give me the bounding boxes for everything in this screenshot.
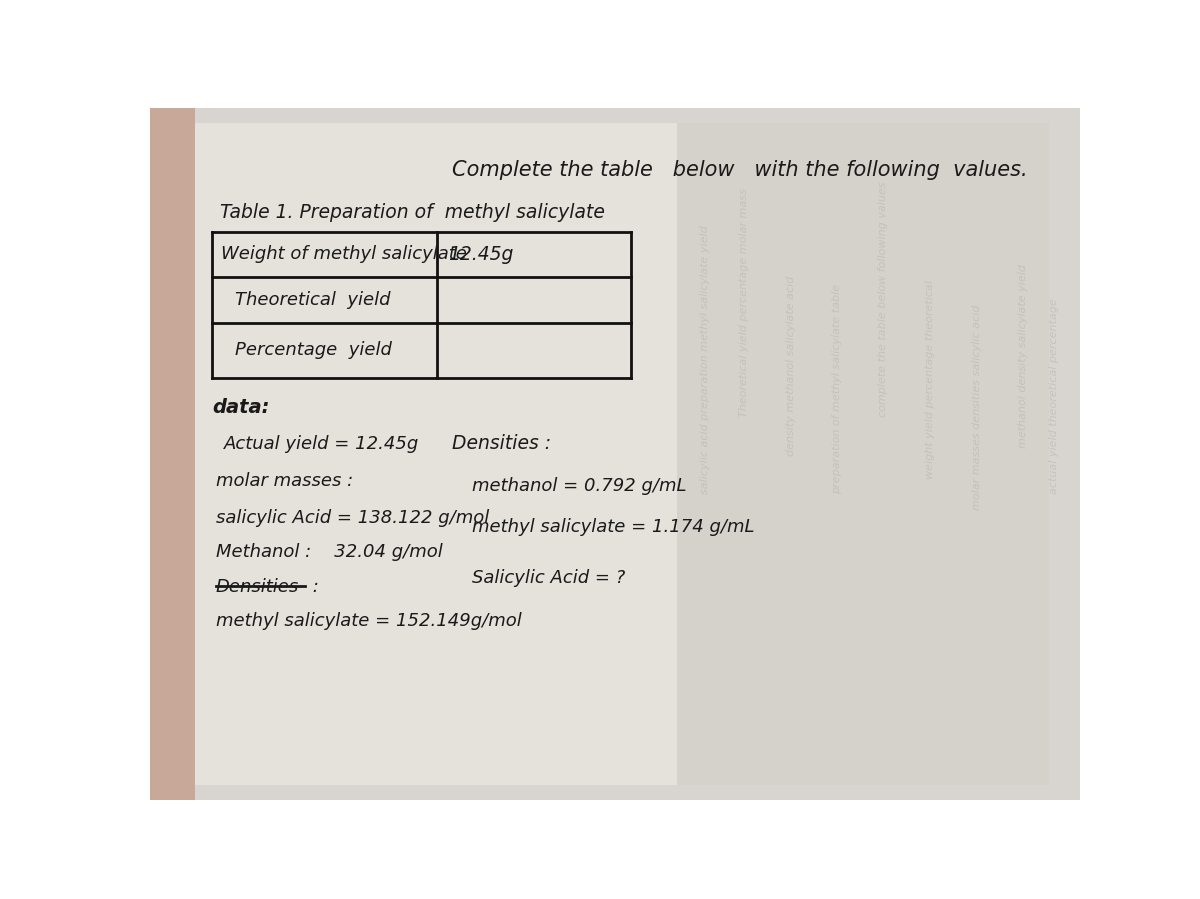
Text: salicylic acid preparation methyl salicylate yield: salicylic acid preparation methyl salicy…: [701, 226, 710, 494]
Text: Actual yield = 12.45g: Actual yield = 12.45g: [223, 435, 419, 453]
Text: molar masses densities salicylic acid: molar masses densities salicylic acid: [972, 304, 982, 510]
Text: molar masses :: molar masses :: [216, 472, 353, 490]
Text: methyl salicylate = 152.149g/mol: methyl salicylate = 152.149g/mol: [216, 612, 522, 630]
Text: Weight of methyl salicylate: Weight of methyl salicylate: [221, 245, 467, 263]
Text: weight yield percentage theoretical: weight yield percentage theoretical: [925, 280, 935, 478]
Text: Theoretical  yield: Theoretical yield: [235, 290, 391, 308]
Text: density methanol salicylate acid: density methanol salicylate acid: [786, 275, 796, 456]
Text: Densities: Densities: [216, 578, 299, 596]
Text: Percentage  yield: Percentage yield: [235, 342, 392, 360]
Text: Complete the table   below   with the following  values.: Complete the table below with the follow…: [452, 160, 1028, 181]
Text: Salicylic Acid = ?: Salicylic Acid = ?: [472, 569, 625, 587]
Text: preparation of methyl salicylate table: preparation of methyl salicylate table: [832, 284, 842, 494]
Text: :: :: [306, 578, 318, 596]
Text: methyl salicylate = 1.174 g/mL: methyl salicylate = 1.174 g/mL: [472, 518, 754, 536]
Text: data:: data:: [212, 398, 269, 417]
Text: complete the table below following values: complete the table below following value…: [878, 182, 888, 417]
Text: methanol density salicylate yield: methanol density salicylate yield: [1018, 264, 1028, 448]
Bar: [150, 108, 194, 800]
Text: salicylic Acid = 138.122 g/mol: salicylic Acid = 138.122 g/mol: [216, 509, 490, 527]
Text: Theoretical yield percentage molar mass: Theoretical yield percentage molar mass: [739, 189, 749, 417]
Text: Densities :: Densities :: [452, 434, 551, 453]
Text: methanol = 0.792 g/mL: methanol = 0.792 g/mL: [472, 477, 686, 495]
Bar: [677, 122, 1049, 785]
Text: 12.45g: 12.45g: [449, 245, 514, 263]
Text: actual yield theoretical percentage: actual yield theoretical percentage: [1049, 298, 1060, 494]
Text: Methanol :    32.04 g/mol: Methanol : 32.04 g/mol: [216, 543, 443, 561]
Text: Table 1. Preparation of  methyl salicylate: Table 1. Preparation of methyl salicylat…: [220, 203, 605, 222]
